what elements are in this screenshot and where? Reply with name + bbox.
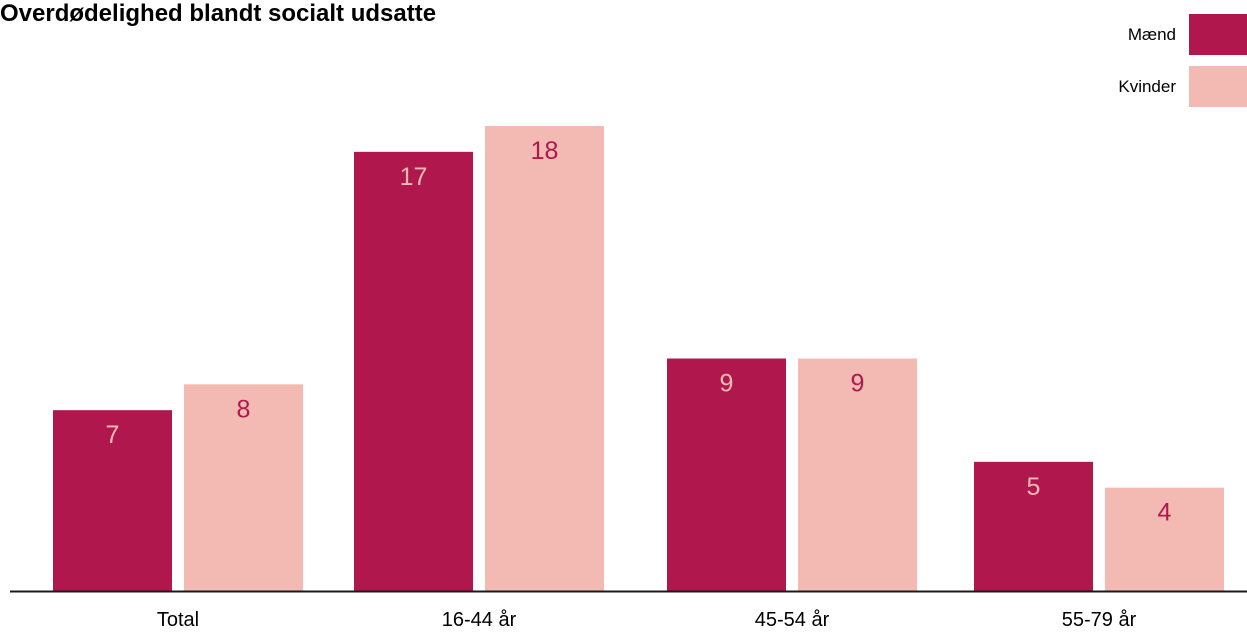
bar-maend-1 (354, 151, 473, 592)
legend-swatch-kvinder (1189, 66, 1247, 107)
legend: Mænd Kvinder (1118, 14, 1247, 107)
value-label-maend-1: 17 (400, 163, 428, 191)
value-label-maend-0: 7 (106, 421, 120, 449)
bar-kvinder-0 (184, 384, 303, 591)
category-label-0: Total (157, 609, 199, 631)
value-labels: 7 8 17 18 9 9 5 4 (106, 137, 1172, 527)
category-labels: Total 16-44 år 45-54 år 55-79 år (157, 609, 1137, 631)
legend-label-maend: Mænd (1128, 25, 1176, 44)
bar-kvinder-1 (485, 126, 604, 591)
category-label-1: 16-44 år (442, 609, 517, 631)
bar-maend-0 (53, 410, 172, 591)
category-label-2: 45-54 år (755, 609, 830, 631)
value-label-kvinder-1: 18 (531, 137, 559, 165)
bar-maend-2 (667, 358, 786, 591)
value-label-maend-3: 5 (1027, 473, 1041, 501)
chart-title: Overdødelighed blandt socialt udsatte (0, 0, 437, 27)
value-label-kvinder-3: 4 (1158, 499, 1172, 527)
bar-maend-3 (974, 461, 1093, 591)
value-label-kvinder-2: 9 (851, 370, 865, 398)
bars (53, 126, 1224, 592)
value-label-kvinder-0: 8 (237, 395, 251, 423)
bar-kvinder-2 (798, 358, 917, 591)
category-label-3: 55-79 år (1062, 609, 1137, 631)
legend-swatch-maend (1189, 14, 1247, 55)
legend-label-kvinder: Kvinder (1118, 77, 1176, 96)
value-label-maend-2: 9 (720, 370, 734, 398)
bar-kvinder-3 (1105, 487, 1224, 591)
